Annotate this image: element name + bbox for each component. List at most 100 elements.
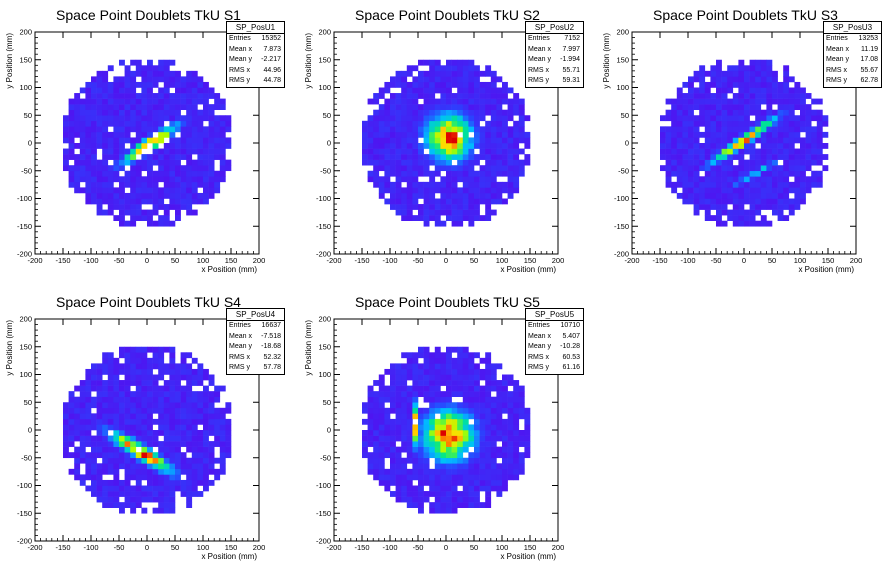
heatmap-cell [203,93,209,99]
heatmap-cell [766,93,773,99]
heatmap-cell [496,131,503,138]
heatmap-cell [474,430,480,436]
heatmap-cell [474,374,480,381]
heatmap-cell [186,496,193,503]
heatmap-cell [401,148,408,155]
heatmap-cell [688,148,694,155]
heatmap-cell [474,391,480,397]
heatmap-cell [96,385,103,392]
heatmap-cell [113,502,120,508]
heatmap-cell [699,181,706,188]
heatmap-cell [102,76,109,83]
heatmap-cell [783,143,790,149]
heatmap-cell [169,357,176,364]
heatmap-cell [169,479,176,486]
heatmap-cell [704,198,711,205]
heatmap-cell [401,93,408,99]
heatmap-cell [468,181,475,188]
heatmap-cell [147,468,153,475]
heatmap-cell [158,115,165,122]
heatmap-cell [406,424,413,431]
heatmap-cell [440,154,447,160]
heatmap-cell [772,120,778,127]
heatmap-cell [434,496,441,503]
heatmap-cell [440,402,447,409]
heatmap-cell [135,187,142,194]
heatmap-cell [96,474,103,481]
heatmap-cell [665,137,672,144]
heatmap-cell [502,441,508,447]
heatmap-cell [760,148,767,155]
heatmap-cell [401,441,408,447]
heatmap-cell [68,165,75,172]
heatmap-cell [468,143,475,149]
heatmap-cell [107,187,114,194]
heatmap-cell [468,215,475,221]
heatmap-cell [468,457,475,464]
heatmap-cell [502,159,508,166]
heatmap-cell [457,496,464,503]
heatmap-cell [727,104,734,110]
heatmap-cell [457,220,464,227]
heatmap-cell [490,413,497,420]
heatmap-cell [412,120,419,127]
heatmap-cell [79,430,86,436]
heatmap-cell [141,143,148,149]
heatmap-cell [811,181,818,188]
heatmap-cell [721,209,728,216]
heatmap-cell [107,93,114,99]
heatmap-cell [163,59,170,66]
heatmap-cell [468,496,475,503]
heatmap-cell [68,441,75,447]
heatmap-cell [102,126,109,133]
heatmap-cell [163,131,170,138]
heatmap-cell [457,192,464,199]
heatmap-cell [513,457,520,464]
heatmap-cell [693,143,700,149]
heatmap-cell [208,396,215,403]
heatmap-cell [710,93,717,99]
heatmap-cell [418,385,424,392]
heatmap-cell [518,407,525,414]
heatmap-cell [158,496,165,503]
heatmap-cell [119,485,125,492]
heatmap-cell [186,170,193,177]
heatmap-cell [479,137,486,144]
heatmap-cell [384,198,391,205]
x-tick-label: 150 [822,256,835,265]
stat-label: Mean x [229,45,252,53]
heatmap-cell [91,131,97,138]
heatmap-cell [362,148,368,155]
heatmap-cell [777,181,784,188]
heatmap-cell [418,446,424,453]
heatmap-cell [468,137,475,144]
heatmap-cell [395,70,402,77]
heatmap-cell [96,491,103,497]
heatmap-cell [704,109,711,116]
heatmap-cell [74,452,81,459]
heatmap-cell [107,104,114,110]
heatmap-cell [423,457,430,464]
heatmap-cells [660,59,829,227]
heatmap-cell [119,204,125,210]
heatmap-cell [169,413,176,420]
heatmap-cell [727,65,734,72]
heatmap-cell [219,137,226,144]
heatmap-cell [710,109,717,116]
heatmap-cell [79,385,86,392]
heatmap-cell [485,413,492,420]
heatmap-cell [513,418,520,425]
heatmap-cell [462,491,469,497]
heatmap-cell [513,109,520,116]
heatmap-cell [429,474,436,481]
heatmap-cell [208,120,215,127]
heatmap-cell [96,76,103,83]
heatmap-cell [794,181,801,188]
heatmap-cell [446,181,452,188]
heatmap-cell [462,170,469,177]
heatmap-cell [434,148,441,155]
heatmap-cell [102,446,109,453]
heatmap-cell [676,192,683,199]
heatmap-cell [688,159,694,166]
heatmap-cell [451,154,458,160]
